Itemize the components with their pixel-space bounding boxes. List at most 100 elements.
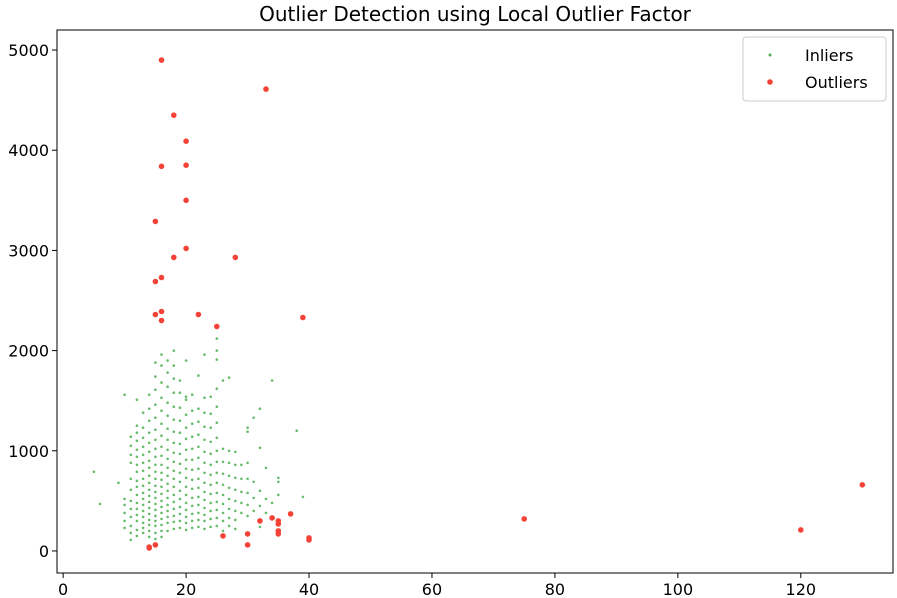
inlier-point xyxy=(123,393,126,397)
inlier-point xyxy=(246,461,249,465)
inlier-point xyxy=(147,512,151,516)
inlier-point xyxy=(147,419,151,423)
inlier-point xyxy=(172,477,176,481)
inlier-point xyxy=(221,460,225,464)
inlier-point xyxy=(141,484,145,488)
inlier-point xyxy=(178,471,182,475)
inlier-point xyxy=(117,481,120,485)
inlier-point xyxy=(203,425,206,429)
inlier-point xyxy=(227,376,231,379)
inlier-point xyxy=(172,441,176,445)
inlier-point xyxy=(277,493,280,497)
inlier-point xyxy=(154,416,157,420)
inlier-point xyxy=(184,426,188,430)
inlier-point xyxy=(154,514,157,518)
inlier-point xyxy=(166,427,169,431)
inlier-point xyxy=(141,477,145,481)
inlier-point xyxy=(190,393,194,397)
inlier-point xyxy=(203,519,206,523)
y-tick-label: 5000 xyxy=(8,41,49,60)
inlier-point xyxy=(184,467,188,471)
inlier-point xyxy=(184,515,188,519)
inlier-point xyxy=(209,426,212,430)
inlier-point xyxy=(215,405,219,409)
inlier-point xyxy=(123,497,126,501)
outlier-point xyxy=(300,314,306,321)
inlier-point xyxy=(129,444,133,448)
inlier-point xyxy=(197,407,200,411)
inlier-point xyxy=(172,527,176,531)
outlier-point xyxy=(263,86,269,92)
inlier-point xyxy=(190,487,194,491)
outlier-point xyxy=(232,254,239,261)
inlier-point xyxy=(160,478,163,482)
x-tick-label: 80 xyxy=(545,580,565,598)
inlier-point xyxy=(190,478,194,482)
inlier-point xyxy=(184,359,188,362)
inlier-point xyxy=(166,496,169,500)
inlier-point xyxy=(246,426,249,430)
inlier-point xyxy=(147,481,151,485)
inlier-point xyxy=(178,526,182,530)
inlier-point xyxy=(270,379,274,382)
inlier-point xyxy=(160,511,163,515)
inlier-point xyxy=(178,505,182,509)
inlier-point xyxy=(147,488,151,492)
inlier-point xyxy=(301,495,305,499)
inlier-point xyxy=(197,374,200,377)
inlier-point xyxy=(123,511,126,515)
outlier-point xyxy=(158,274,165,281)
inlier-point xyxy=(178,406,182,410)
inlier-point xyxy=(166,521,169,525)
inlier-point xyxy=(197,518,200,522)
outlier-point xyxy=(287,511,294,517)
outlier-point xyxy=(183,197,189,204)
legend-marker-inliers xyxy=(768,53,772,57)
inlier-point xyxy=(197,525,200,529)
inlier-point xyxy=(178,489,182,493)
inlier-point xyxy=(234,476,237,480)
inlier-point xyxy=(154,496,157,500)
inlier-point xyxy=(215,449,219,453)
inlier-point xyxy=(154,447,157,451)
inlier-point xyxy=(154,428,157,432)
inlier-point xyxy=(135,424,139,428)
inlier-point xyxy=(252,480,255,484)
inlier-point xyxy=(197,445,200,449)
y-tick-label: 4000 xyxy=(8,141,49,160)
inlier-point xyxy=(234,499,237,503)
inlier-point xyxy=(147,459,151,463)
inlier-point xyxy=(178,452,182,456)
inlier-point xyxy=(147,535,151,539)
inlier-point xyxy=(203,450,206,454)
inlier-point xyxy=(147,523,151,527)
inlier-point xyxy=(172,485,176,489)
inlier-point xyxy=(135,439,139,443)
inlier-point xyxy=(154,537,157,541)
inlier-point xyxy=(154,508,157,512)
inlier-point xyxy=(172,493,176,497)
series-inliers xyxy=(92,337,305,542)
inlier-point xyxy=(190,458,194,462)
inlier-point xyxy=(215,358,219,361)
inlier-point xyxy=(184,508,188,512)
inlier-point xyxy=(135,485,139,489)
series-outliers xyxy=(146,57,866,551)
inlier-point xyxy=(135,507,139,511)
inlier-point xyxy=(227,486,231,490)
inlier-point xyxy=(123,503,126,507)
outlier-point xyxy=(214,323,220,330)
inlier-point xyxy=(215,508,219,512)
inlier-point xyxy=(246,491,249,495)
inlier-point xyxy=(172,451,176,455)
inlier-point xyxy=(160,454,163,458)
inlier-point xyxy=(160,434,163,438)
inlier-point xyxy=(227,507,231,511)
inlier-point xyxy=(129,515,133,519)
inlier-point xyxy=(135,534,139,538)
inlier-point xyxy=(166,359,169,362)
inlier-point xyxy=(147,474,151,478)
inlier-point xyxy=(190,504,194,508)
